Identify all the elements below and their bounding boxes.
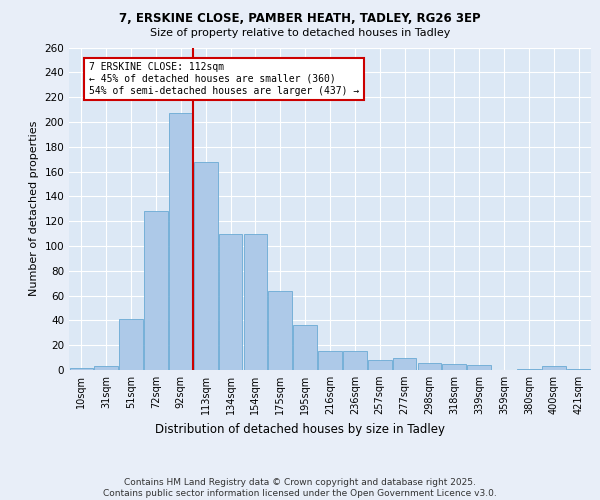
Bar (442, 364, 466, 370)
Bar (318, 352, 342, 370)
Text: Distribution of detached houses by size in Tadley: Distribution of detached houses by size … (155, 422, 445, 436)
Bar (94, 366, 118, 370)
Bar (144, 211, 168, 370)
Bar (119, 319, 143, 370)
Bar (169, 113, 193, 370)
Bar (393, 358, 416, 370)
Bar (418, 362, 441, 370)
Text: Contains HM Land Registry data © Crown copyright and database right 2025.
Contai: Contains HM Land Registry data © Crown c… (103, 478, 497, 498)
Bar (194, 162, 218, 370)
Bar (343, 352, 367, 370)
Bar (368, 360, 392, 370)
Text: Size of property relative to detached houses in Tadley: Size of property relative to detached ho… (150, 28, 450, 38)
Bar (219, 234, 242, 370)
Bar (467, 365, 491, 370)
Text: 7 ERSKINE CLOSE: 112sqm
← 45% of detached houses are smaller (360)
54% of semi-d: 7 ERSKINE CLOSE: 112sqm ← 45% of detache… (89, 62, 359, 96)
Bar (293, 326, 317, 370)
Bar (70, 368, 93, 370)
Bar (517, 369, 541, 370)
Text: 7, ERSKINE CLOSE, PAMBER HEATH, TADLEY, RG26 3EP: 7, ERSKINE CLOSE, PAMBER HEATH, TADLEY, … (119, 12, 481, 26)
Bar (542, 366, 566, 370)
Bar (567, 369, 590, 370)
Bar (268, 290, 292, 370)
Bar (244, 234, 267, 370)
Y-axis label: Number of detached properties: Number of detached properties (29, 121, 39, 296)
